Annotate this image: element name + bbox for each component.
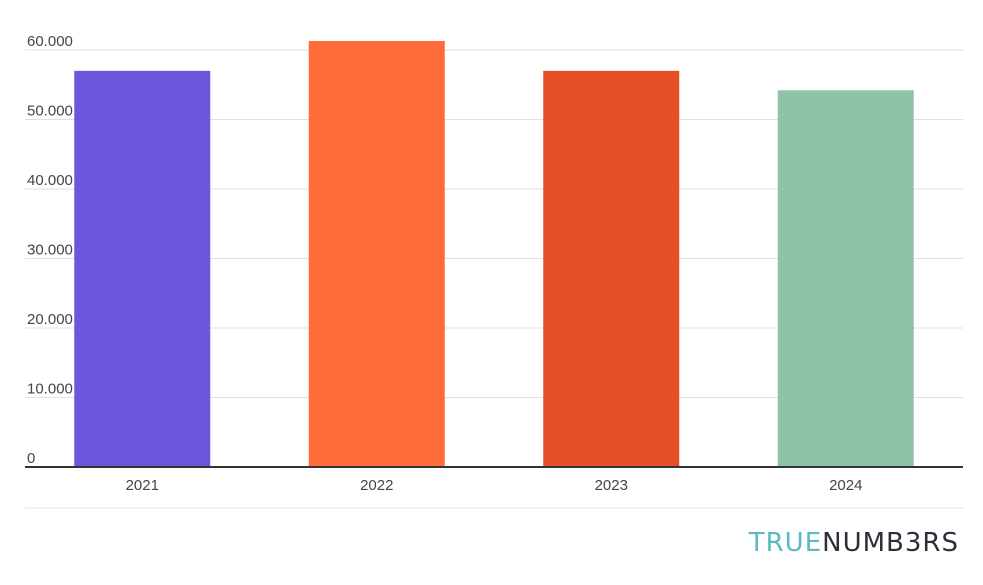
y-tick-label: 30.000 bbox=[27, 242, 73, 259]
y-tick-label: 60.000 bbox=[27, 33, 73, 50]
y-tick-label: 10.000 bbox=[27, 381, 73, 398]
brand-logo-part2: NUMB3RS bbox=[822, 528, 959, 558]
y-tick-label: 20.000 bbox=[27, 311, 73, 328]
bar-2023 bbox=[543, 70, 680, 467]
bar-2021 bbox=[74, 70, 211, 467]
x-tick-label: 2023 bbox=[595, 477, 628, 494]
y-tick-label: 40.000 bbox=[27, 172, 73, 189]
bar-2022 bbox=[308, 40, 445, 468]
bars bbox=[74, 40, 914, 468]
y-tick-label: 0 bbox=[27, 450, 35, 467]
x-tick-label: 2024 bbox=[829, 477, 862, 494]
bar-2024 bbox=[777, 90, 914, 467]
x-axis-ticks: 2021 2022 2023 2024 bbox=[126, 477, 863, 494]
brand-logo-part1: TRUE bbox=[748, 528, 823, 558]
x-tick-label: 2022 bbox=[360, 477, 393, 494]
x-tick-label: 2021 bbox=[126, 477, 159, 494]
y-tick-label: 50.000 bbox=[27, 103, 73, 120]
y-axis-ticks: 0 10.000 20.000 30.000 40.000 50.000 60.000 bbox=[27, 33, 73, 467]
brand-logo: TRUENUMB3RS bbox=[749, 528, 959, 558]
